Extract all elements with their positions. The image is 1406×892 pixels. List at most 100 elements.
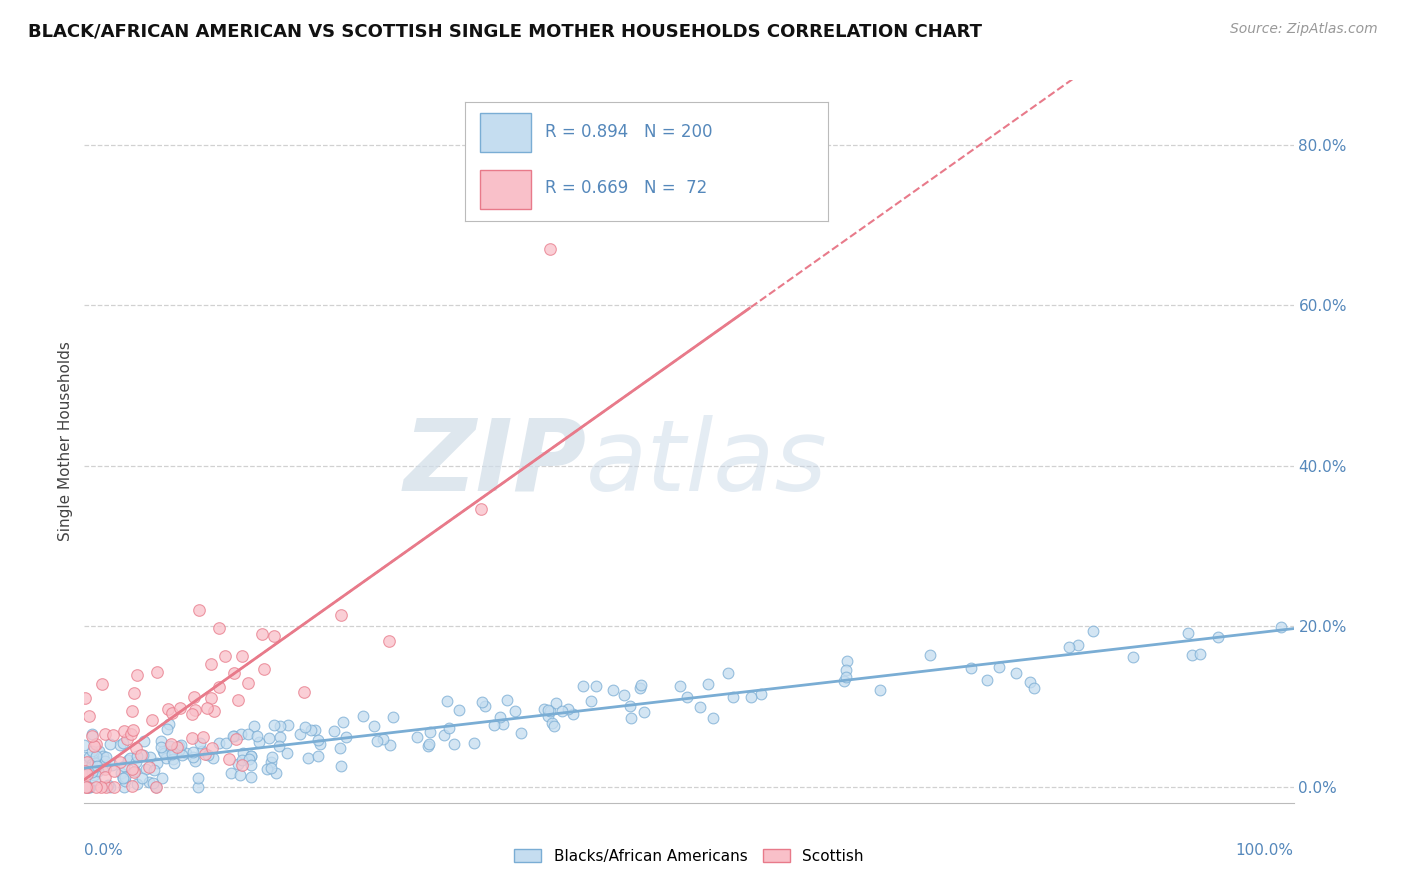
Point <box>169 739 191 753</box>
Point <box>141 714 163 728</box>
Point <box>613 688 636 702</box>
Point <box>231 726 253 740</box>
Text: BLACK/AFRICAN AMERICAN VS SCOTTISH SINGLE MOTHER HOUSEHOLDS CORRELATION CHART: BLACK/AFRICAN AMERICAN VS SCOTTISH SINGL… <box>28 22 983 40</box>
Point <box>121 762 143 776</box>
Point <box>125 667 148 681</box>
Point <box>188 736 211 750</box>
Point <box>236 727 259 741</box>
Point <box>80 759 103 773</box>
Point <box>159 738 181 752</box>
Point <box>98 780 121 794</box>
Point <box>633 706 655 720</box>
Point <box>200 690 222 705</box>
Point <box>630 678 652 692</box>
Point <box>419 724 441 739</box>
Point <box>225 731 247 746</box>
Point <box>101 728 124 742</box>
Point <box>181 750 204 764</box>
Point <box>82 756 104 771</box>
Point <box>153 746 176 760</box>
Point <box>82 764 104 779</box>
Point <box>1081 624 1104 638</box>
Point <box>191 744 214 758</box>
Point <box>121 704 143 718</box>
Point <box>87 744 110 758</box>
Point <box>231 648 253 663</box>
Point <box>166 739 188 754</box>
Point <box>208 736 231 750</box>
Point <box>103 764 125 779</box>
Point <box>834 674 856 689</box>
Point <box>76 755 98 769</box>
Point <box>263 629 285 643</box>
Text: 100.0%: 100.0% <box>1236 843 1294 857</box>
Point <box>200 657 222 672</box>
Point <box>191 730 214 744</box>
Point <box>214 648 236 663</box>
Point <box>976 673 998 688</box>
Point <box>222 729 245 743</box>
Point <box>77 708 100 723</box>
Point <box>160 706 183 720</box>
Point <box>131 771 153 785</box>
Point <box>382 710 405 724</box>
Point <box>297 751 319 765</box>
Point <box>157 717 180 731</box>
Point <box>277 718 299 732</box>
Point <box>751 687 773 701</box>
Point <box>619 698 641 713</box>
Point <box>538 704 561 718</box>
Point <box>1270 620 1292 634</box>
Point <box>219 765 242 780</box>
Point <box>120 727 142 741</box>
Point <box>276 746 298 760</box>
Point <box>366 734 388 748</box>
Point <box>76 766 98 780</box>
Point <box>835 654 858 668</box>
Point <box>97 778 120 792</box>
Point <box>80 743 103 757</box>
Point <box>208 621 231 635</box>
Point <box>122 685 145 699</box>
Point <box>238 751 260 765</box>
Point <box>257 731 280 746</box>
Point <box>533 701 555 715</box>
Text: Source: ZipAtlas.com: Source: ZipAtlas.com <box>1230 22 1378 37</box>
Point <box>93 727 115 741</box>
Point <box>538 242 561 256</box>
Point <box>294 721 316 735</box>
Point <box>142 776 165 790</box>
Point <box>138 760 160 774</box>
Point <box>84 749 107 764</box>
Point <box>183 703 205 717</box>
Point <box>988 660 1011 674</box>
Point <box>86 759 108 773</box>
Point <box>143 763 166 777</box>
Point <box>129 748 152 763</box>
Point <box>1057 640 1080 654</box>
Point <box>323 723 346 738</box>
Point <box>84 773 107 788</box>
Point <box>546 697 568 711</box>
Point <box>184 754 207 768</box>
Point <box>93 754 115 768</box>
Point <box>620 711 643 725</box>
Point <box>181 745 204 759</box>
Point <box>1122 650 1144 665</box>
Point <box>83 739 105 753</box>
Point <box>208 680 231 694</box>
Point <box>488 710 510 724</box>
Point <box>433 728 456 742</box>
Point <box>835 664 858 678</box>
Point <box>309 737 332 751</box>
Point <box>157 702 180 716</box>
Point <box>75 758 97 772</box>
Point <box>83 767 105 781</box>
Point <box>112 758 135 772</box>
Point <box>111 772 134 786</box>
Point <box>471 696 494 710</box>
Point <box>169 742 191 756</box>
Point <box>299 723 322 737</box>
Point <box>82 761 104 775</box>
Point <box>169 700 191 714</box>
